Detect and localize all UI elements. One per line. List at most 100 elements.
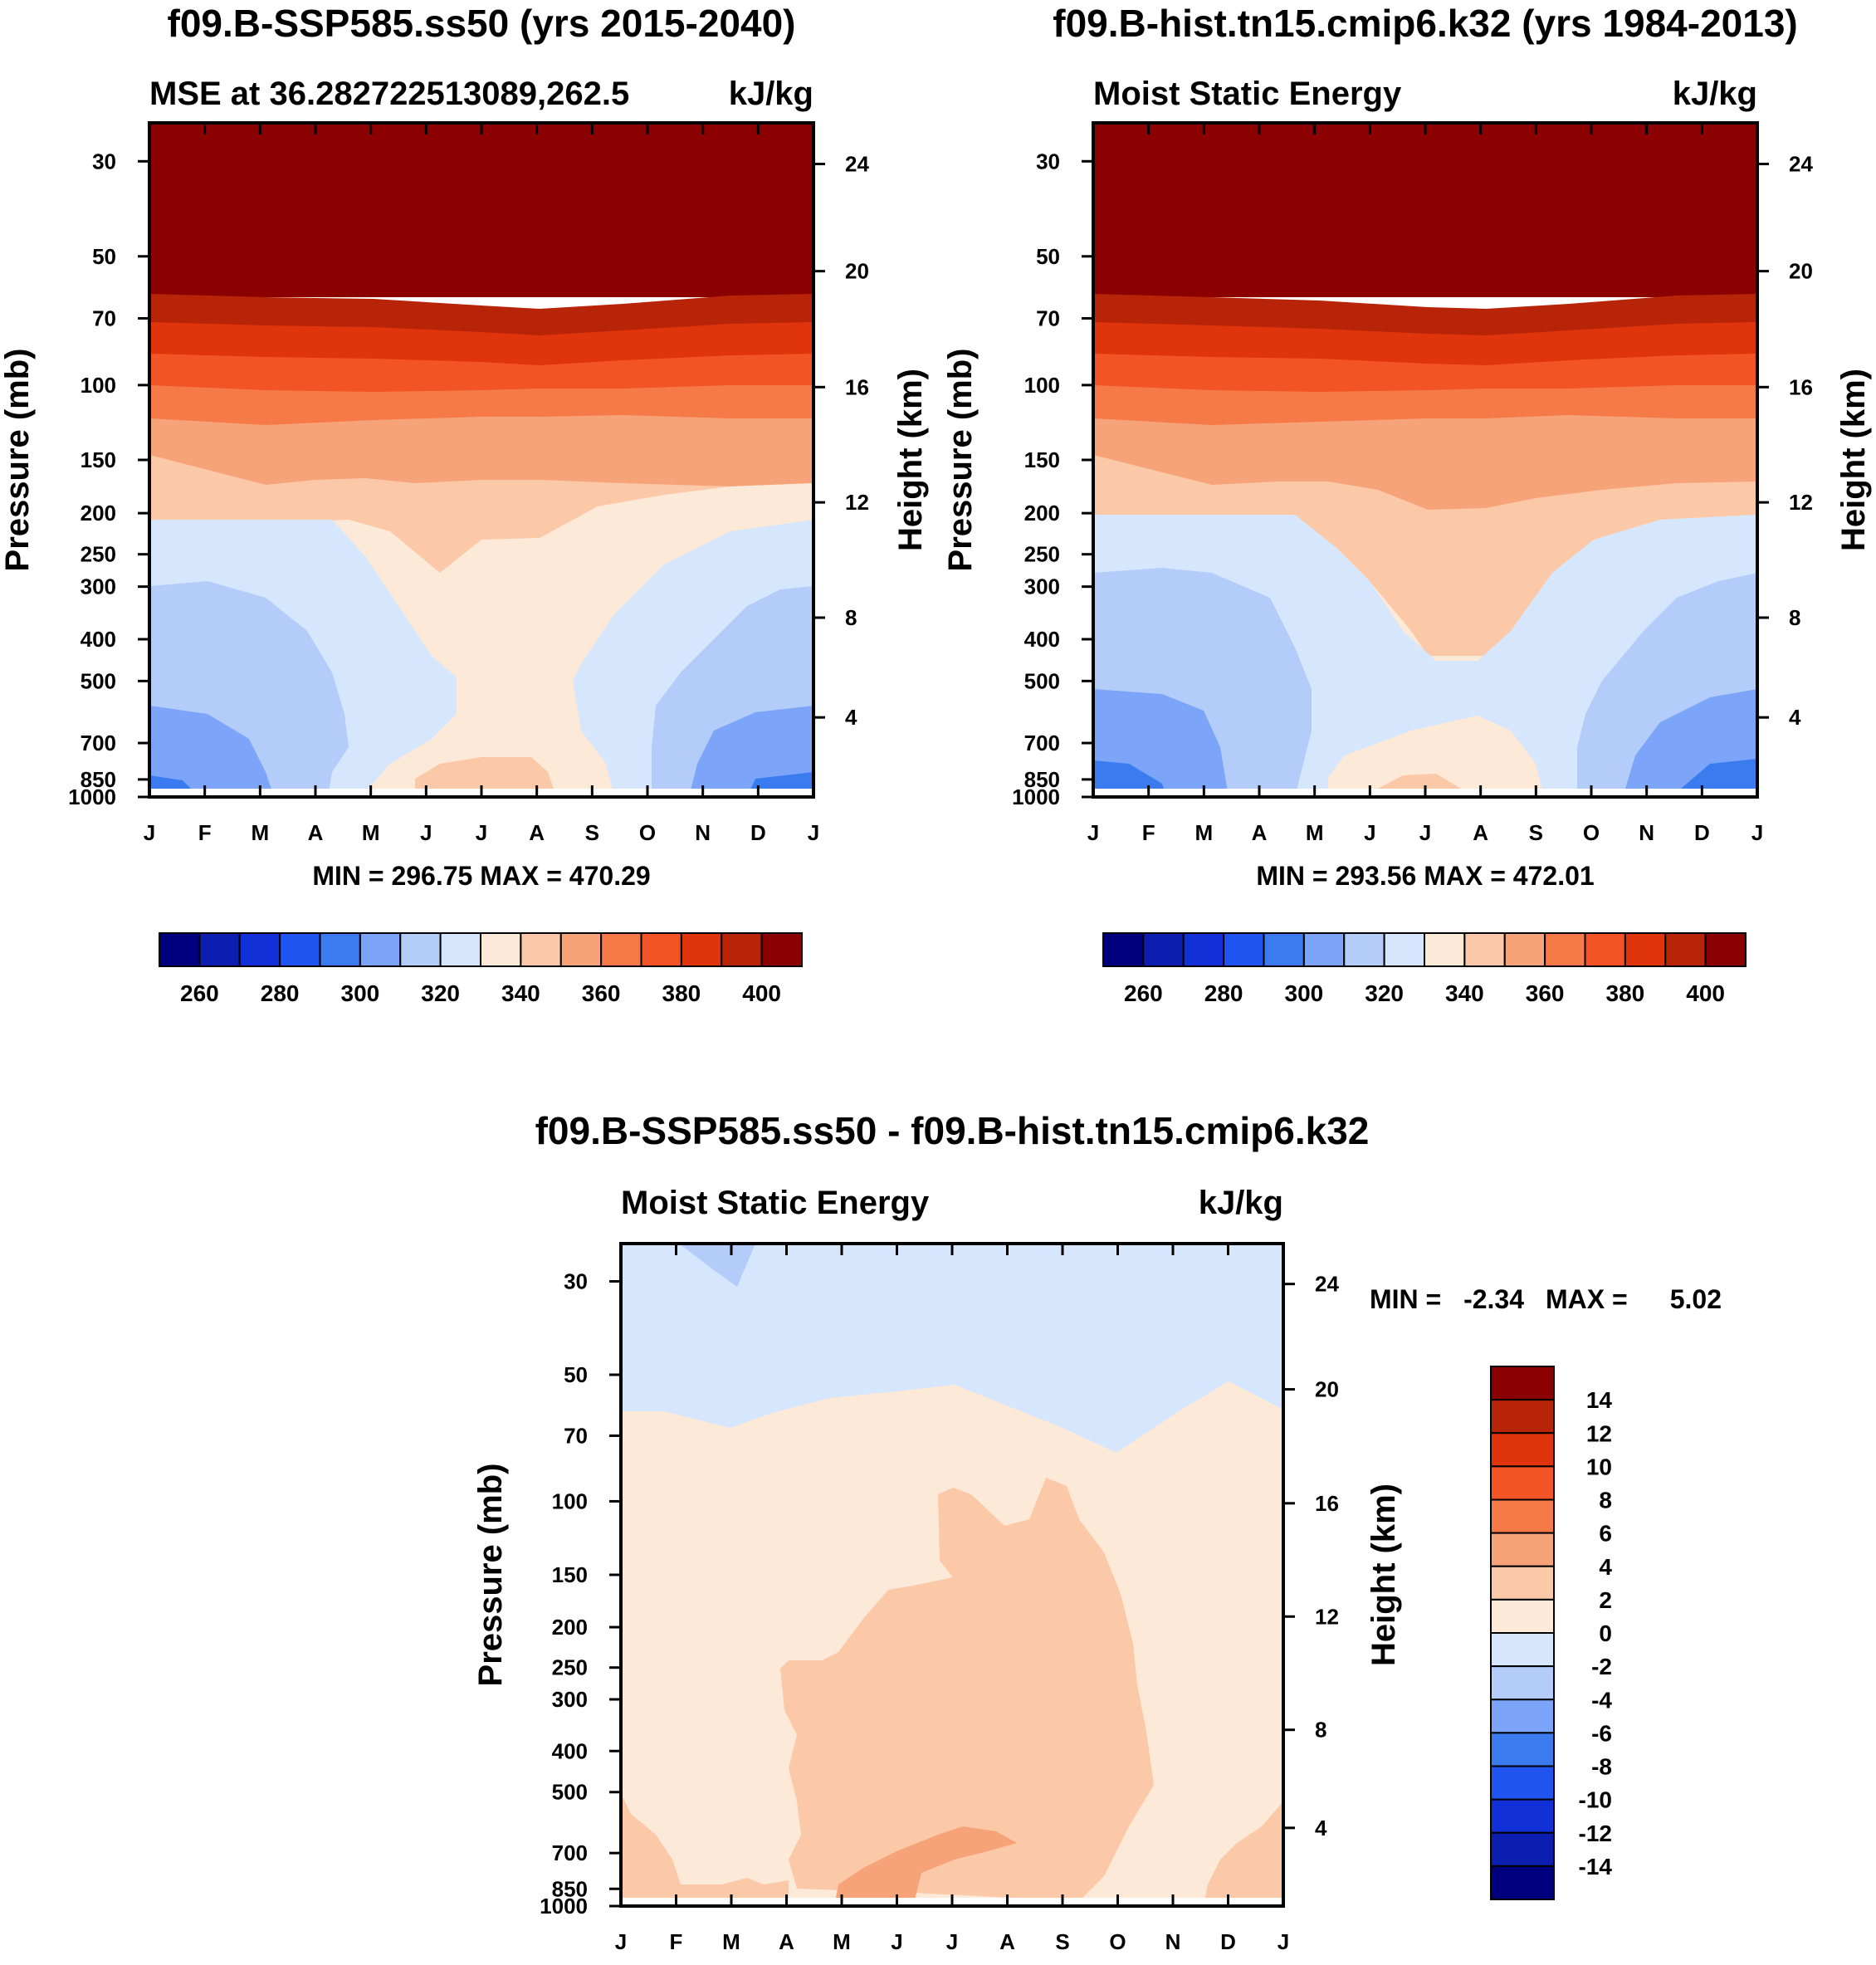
colorbar-label: -4 xyxy=(1591,1687,1612,1713)
colorbar-swatch xyxy=(238,932,281,967)
y-tick-label: 700 xyxy=(81,731,116,755)
colorbar-label: 380 xyxy=(1606,980,1645,1006)
colorbar-swatch xyxy=(279,932,321,967)
y-tick-label: 50 xyxy=(1036,244,1060,269)
panel-a-contours xyxy=(149,123,813,797)
x-tick-label: J xyxy=(1419,820,1431,845)
panel-a-colorbar: 260 280 300 320 340 360 380 400 xyxy=(159,932,803,1006)
colorbar-swatch xyxy=(760,932,803,967)
panel-a-y2-label: Height (km) xyxy=(892,369,929,551)
x-tick-label: S xyxy=(1055,1929,1069,1954)
x-tick-label: M xyxy=(833,1929,851,1954)
colorbar-swatch xyxy=(359,932,402,967)
x-tick-label: J xyxy=(946,1929,958,1954)
colorbar-swatch xyxy=(1490,1699,1555,1734)
x-tick-label: M xyxy=(251,820,269,845)
panel-a-right-string: kJ/kg xyxy=(729,76,813,112)
y-tick-label: 300 xyxy=(81,574,116,599)
colorbar-swatch xyxy=(520,932,562,967)
y-tick-label: 200 xyxy=(81,501,116,525)
colorbar-swatch xyxy=(1490,1465,1555,1501)
colorbar-label: 340 xyxy=(1445,980,1484,1006)
panel-b-y-label: Pressure (mb) xyxy=(942,349,979,572)
y-tick-label: 1000 xyxy=(540,1894,588,1919)
x-tick-label: J xyxy=(615,1929,627,1954)
y-tick-label: 150 xyxy=(81,447,116,472)
y2-tick-label: 12 xyxy=(1315,1604,1339,1629)
y2-tick-label: 24 xyxy=(845,152,869,177)
colorbar-label: 360 xyxy=(1526,980,1565,1006)
panel-c-min-value: -2.34 xyxy=(1463,1284,1524,1314)
colorbar-label: 320 xyxy=(421,980,460,1006)
y-tick-label: 850 xyxy=(81,767,116,792)
x-tick-label: D xyxy=(750,820,766,845)
colorbar-swatch xyxy=(1490,1432,1555,1468)
panel-c-title: f09.B-SSP585.ss50 - f09.B-hist.tn15.cmip… xyxy=(535,1109,1370,1152)
panel-c-left-string: Moist Static Energy xyxy=(621,1185,930,1221)
colorbar-label: 2 xyxy=(1599,1587,1612,1613)
colorbar-swatch xyxy=(600,932,642,967)
panel-b-left-string: Moist Static Energy xyxy=(1093,76,1402,112)
x-tick-label: N xyxy=(695,820,711,845)
y-tick-label: 300 xyxy=(1024,574,1060,599)
colorbar-swatch xyxy=(1424,932,1466,967)
colorbar-swatch xyxy=(1490,1865,1555,1900)
panel-c-y-label: Pressure (mb) xyxy=(472,1464,509,1687)
y-tick-label: 500 xyxy=(81,668,116,693)
panel-b-title: f09.B-hist.tn15.cmip6.k32 (yrs 1984-2013… xyxy=(1053,2,1797,45)
x-tick-label: J xyxy=(1278,1929,1289,1954)
x-tick-label: S xyxy=(585,820,599,845)
x-tick-label: J xyxy=(808,820,819,845)
y2-tick-label: 20 xyxy=(1315,1377,1339,1402)
contour-band xyxy=(1677,759,1757,797)
colorbar-label: 260 xyxy=(180,980,219,1006)
y-tick-label: 250 xyxy=(1024,542,1060,567)
panel-c-max-label: MAX = xyxy=(1546,1284,1628,1314)
y-tick-label: 300 xyxy=(552,1687,588,1712)
panel-c-colorbar: 14 12 10 8 6 4 2 0 -2 -4 -6 -8 -10 -12 -14 xyxy=(1490,1366,1613,1900)
x-tick-label: A xyxy=(1252,820,1268,845)
colorbar-swatch xyxy=(1490,1598,1555,1634)
colorbar-label: -14 xyxy=(1579,1854,1613,1879)
x-tick-label: J xyxy=(1364,820,1375,845)
contour-band xyxy=(149,706,274,797)
colorbar-swatch xyxy=(1490,1532,1555,1567)
colorbar-label: 400 xyxy=(742,980,781,1006)
y-tick-label: 400 xyxy=(81,627,116,652)
y-tick-label: 250 xyxy=(552,1655,588,1680)
panel-a-left-string: MSE at 36.282722513089,262.5 xyxy=(149,76,629,112)
x-tick-label: J xyxy=(1751,820,1763,845)
x-tick-label: M xyxy=(722,1929,740,1954)
panel-ssp585: f09.B-SSP585.ss50 (yrs 2015-2040) MSE at… xyxy=(0,2,929,1006)
colorbar-swatch xyxy=(1490,1798,1555,1834)
panel-b-y2-label: Height (km) xyxy=(1835,369,1872,551)
panel-b-contours xyxy=(1093,123,1757,797)
x-tick-label: D xyxy=(1694,820,1710,845)
y-tick-label: 250 xyxy=(81,542,116,567)
colorbar-swatch xyxy=(1544,932,1586,967)
y-tick-label: 850 xyxy=(1024,767,1060,792)
colorbar-swatch xyxy=(1490,1366,1555,1401)
colorbar-swatch xyxy=(1182,932,1225,967)
y-tick-label: 30 xyxy=(1036,149,1060,174)
y-tick-label: 500 xyxy=(1024,668,1060,693)
x-tick-label: A xyxy=(999,1929,1015,1954)
y-tick-label: 30 xyxy=(92,149,116,174)
y-tick-label: 70 xyxy=(1036,306,1060,330)
colorbar-label: 320 xyxy=(1365,980,1404,1006)
panel-b-min-max: MIN = 293.56 MAX = 472.01 xyxy=(1256,861,1594,891)
x-tick-label: A xyxy=(779,1929,794,1954)
contour-band xyxy=(834,1826,1017,1906)
x-tick-label: F xyxy=(198,820,212,845)
y-tick-label: 850 xyxy=(552,1876,588,1901)
x-tick-label: S xyxy=(1529,820,1543,845)
x-tick-label: M xyxy=(1306,820,1324,845)
colorbar-swatch xyxy=(1624,932,1667,967)
colorbar-swatch xyxy=(1664,932,1707,967)
x-tick-label: J xyxy=(144,820,155,845)
panel-a-title: f09.B-SSP585.ss50 (yrs 2015-2040) xyxy=(168,2,796,45)
